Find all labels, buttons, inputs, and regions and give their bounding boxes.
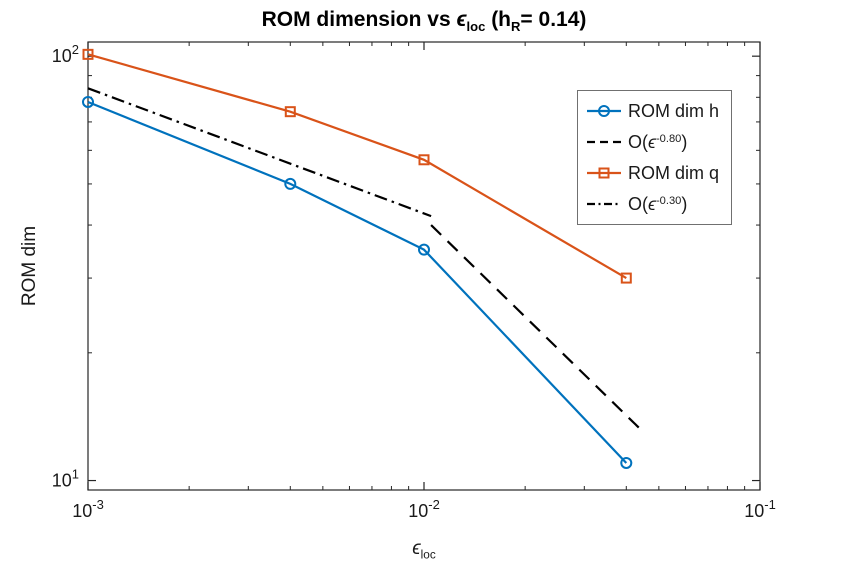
subscript-text: loc <box>466 19 486 35</box>
legend-sample-0 <box>587 105 621 117</box>
legend-label-0: ROM dim h <box>628 101 719 122</box>
x-tick-label: 10-2 <box>408 497 440 521</box>
text-part: ROM dim q <box>628 162 720 183</box>
data-marker-square <box>284 106 296 118</box>
chart-title: ROM dimension vs ϵloc (hR= 0.14) <box>88 8 760 34</box>
series-line-1 <box>430 224 645 433</box>
legend-label-2: ROM dim q <box>628 163 719 184</box>
legend-sample-3 <box>587 202 621 206</box>
data-marker-circle <box>418 243 430 256</box>
subscript-text: R <box>511 19 521 35</box>
text-part: ROM dim h <box>628 100 720 121</box>
text-part: = 0.14) <box>520 8 587 31</box>
text-part: ϵ <box>456 8 467 31</box>
legend-item-3: O(ϵ-0.30) <box>585 191 719 217</box>
legend-item-2: ROM dim q <box>585 160 719 186</box>
text-part: ϵ <box>648 131 656 152</box>
legend-marker-circle <box>598 105 610 117</box>
legend-sample-1 <box>587 140 621 144</box>
data-marker-circle <box>82 95 94 108</box>
text-part: ϵ <box>648 193 656 214</box>
x-tick-label: 10-1 <box>744 497 776 521</box>
series-line-3 <box>87 87 432 218</box>
data-marker-square <box>418 154 430 166</box>
legend-item-0: ROM dim h <box>585 98 719 124</box>
text-part: O( <box>628 131 648 152</box>
text-part: ϵ <box>412 538 421 559</box>
data-marker-circle <box>284 177 297 190</box>
legend-label-3: O(ϵ-0.30) <box>628 194 687 215</box>
data-marker-circle <box>620 456 633 469</box>
y-tick-label: 101 <box>52 467 79 491</box>
y-tick-label: 102 <box>52 42 79 66</box>
legend-item-1: O(ϵ-0.80) <box>585 129 719 155</box>
legend-sample-2 <box>587 167 621 179</box>
x-axis-label: ϵloc <box>88 538 760 562</box>
legend-marker-square <box>598 167 610 179</box>
text-part: ROM dimension vs <box>261 8 457 31</box>
text-part: ) <box>681 193 688 214</box>
legend: ROM dim h O(ϵ-0.80) ROM dim q O(ϵ-0.30) <box>577 90 733 225</box>
data-marker-square <box>620 272 632 284</box>
text-part: (h <box>485 8 512 31</box>
superscript-text: -0.30 <box>655 194 682 207</box>
series-line-2 <box>87 53 627 280</box>
x-tick-label: 10-3 <box>72 497 104 521</box>
text-part: O( <box>628 193 648 214</box>
legend-label-1: O(ϵ-0.80) <box>628 132 687 153</box>
data-marker-square <box>82 48 94 60</box>
superscript-text: -0.80 <box>655 132 682 145</box>
series-line-0 <box>87 100 628 464</box>
subscript-text: loc <box>420 548 436 562</box>
text-part: ) <box>681 131 688 152</box>
